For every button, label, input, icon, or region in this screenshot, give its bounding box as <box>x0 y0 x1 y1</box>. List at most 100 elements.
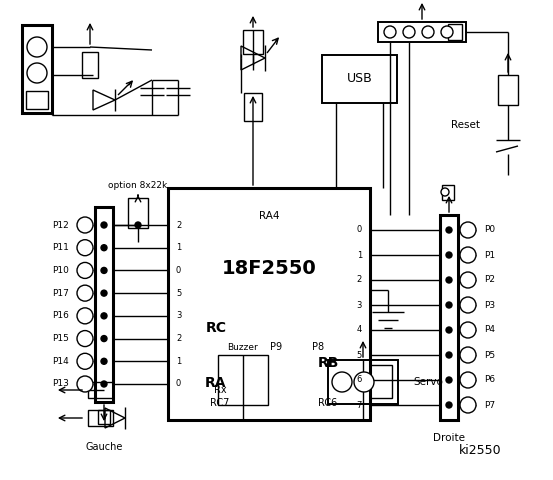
Text: P13: P13 <box>52 380 69 388</box>
Circle shape <box>460 272 476 288</box>
Circle shape <box>77 376 93 392</box>
Circle shape <box>101 290 107 296</box>
Text: 1: 1 <box>357 251 362 260</box>
Bar <box>243 30 263 54</box>
Circle shape <box>446 402 452 408</box>
Text: P8: P8 <box>312 342 324 352</box>
Bar <box>26 91 48 109</box>
Text: 5: 5 <box>357 350 362 360</box>
Text: P3: P3 <box>484 300 495 310</box>
Circle shape <box>101 313 107 319</box>
Circle shape <box>135 222 141 228</box>
Bar <box>244 93 262 121</box>
Circle shape <box>332 372 352 392</box>
Text: P9: P9 <box>270 342 282 352</box>
Circle shape <box>460 247 476 263</box>
Text: 1: 1 <box>176 243 181 252</box>
Circle shape <box>446 302 452 308</box>
Bar <box>22 25 52 113</box>
Text: P0: P0 <box>484 226 495 235</box>
Text: 0: 0 <box>357 226 362 235</box>
Bar <box>440 215 458 420</box>
Text: P10: P10 <box>52 266 69 275</box>
Text: RC7: RC7 <box>210 398 229 408</box>
Text: 2: 2 <box>357 276 362 285</box>
Bar <box>95 207 113 402</box>
Text: P1: P1 <box>484 251 495 260</box>
Text: 2: 2 <box>176 334 181 343</box>
Text: RC6: RC6 <box>319 398 338 408</box>
Text: 3: 3 <box>357 300 362 310</box>
Text: Droite: Droite <box>433 433 465 443</box>
Text: 1: 1 <box>176 357 181 366</box>
Circle shape <box>77 285 93 301</box>
Text: 6: 6 <box>357 375 362 384</box>
Bar <box>322 55 397 103</box>
Text: Buzzer: Buzzer <box>228 343 258 351</box>
Bar <box>448 24 462 40</box>
Bar <box>378 22 466 42</box>
Bar <box>168 188 370 420</box>
Circle shape <box>77 240 93 256</box>
Text: Servo: Servo <box>413 377 443 387</box>
Circle shape <box>460 397 476 413</box>
Bar <box>370 365 392 398</box>
Circle shape <box>27 63 47 83</box>
Text: P6: P6 <box>484 375 495 384</box>
Text: P12: P12 <box>52 220 69 229</box>
Text: P7: P7 <box>484 400 495 409</box>
Text: 18F2550: 18F2550 <box>222 259 316 277</box>
Bar <box>98 410 110 424</box>
Text: USB: USB <box>347 72 372 85</box>
Circle shape <box>77 331 93 347</box>
Text: RC: RC <box>206 321 227 335</box>
Circle shape <box>460 297 476 313</box>
Text: 5: 5 <box>176 288 181 298</box>
Text: Gauche: Gauche <box>85 442 123 452</box>
Circle shape <box>446 252 452 258</box>
Circle shape <box>77 263 93 278</box>
Bar <box>498 75 518 105</box>
Bar <box>442 185 454 200</box>
Text: ki2550: ki2550 <box>458 444 502 456</box>
Circle shape <box>354 372 374 392</box>
Circle shape <box>446 327 452 333</box>
Circle shape <box>422 26 434 38</box>
Bar <box>218 355 268 405</box>
Circle shape <box>101 267 107 274</box>
Text: P4: P4 <box>484 325 495 335</box>
Text: 3: 3 <box>176 312 181 320</box>
Text: 0: 0 <box>176 266 181 275</box>
Text: 0: 0 <box>176 380 181 388</box>
Circle shape <box>101 336 107 342</box>
Text: P2: P2 <box>484 276 495 285</box>
Text: RB: RB <box>317 356 338 370</box>
Circle shape <box>446 227 452 233</box>
Circle shape <box>77 308 93 324</box>
Circle shape <box>460 222 476 238</box>
Circle shape <box>446 377 452 383</box>
Text: P17: P17 <box>52 288 69 298</box>
Text: P16: P16 <box>52 312 69 320</box>
Text: P15: P15 <box>52 334 69 343</box>
Circle shape <box>403 26 415 38</box>
Bar <box>88 382 113 398</box>
Bar <box>128 198 148 228</box>
Text: 2: 2 <box>176 220 181 229</box>
Circle shape <box>101 381 107 387</box>
Circle shape <box>101 358 107 364</box>
Circle shape <box>101 245 107 251</box>
Text: 4: 4 <box>357 325 362 335</box>
Circle shape <box>101 222 107 228</box>
Circle shape <box>77 217 93 233</box>
Circle shape <box>446 352 452 358</box>
Text: Reset: Reset <box>451 120 480 130</box>
Text: RA4: RA4 <box>259 211 279 221</box>
Circle shape <box>27 37 47 57</box>
Text: RA: RA <box>205 376 227 390</box>
Circle shape <box>460 322 476 338</box>
Text: option 8x22k: option 8x22k <box>108 180 168 190</box>
Circle shape <box>77 353 93 369</box>
Circle shape <box>446 277 452 283</box>
Bar <box>328 360 398 404</box>
